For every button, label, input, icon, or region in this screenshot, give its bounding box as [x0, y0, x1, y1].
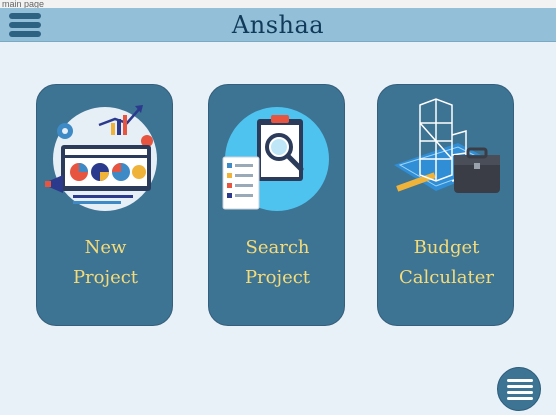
search-project-card[interactable]: Search Project — [208, 84, 345, 326]
clipboard-magnifier-illustration — [222, 107, 329, 211]
new-project-label-line1: New — [84, 237, 127, 258]
new-project-label-line2: Project — [72, 267, 139, 288]
floating-menu-button[interactable] — [497, 367, 541, 411]
analytics-dashboard-illustration — [45, 105, 157, 211]
menu-lines-icon — [507, 379, 533, 382]
app-header: Anshaa — [0, 8, 556, 42]
search-project-label-line2: Project — [244, 267, 311, 288]
budget-calculater-label-line2: Calculater — [399, 267, 494, 288]
building-blueprint-briefcase-illustration — [394, 98, 500, 193]
app-title: Anshaa — [231, 11, 325, 39]
search-project-label-line1: Search — [245, 237, 310, 258]
window-title: main page — [0, 0, 556, 8]
budget-calculater-label-line1: Budget — [413, 237, 480, 258]
hamburger-menu-icon[interactable] — [9, 12, 41, 38]
budget-calculater-card[interactable]: Budget Calculater — [377, 84, 514, 326]
new-project-card[interactable]: New Project — [36, 84, 173, 326]
